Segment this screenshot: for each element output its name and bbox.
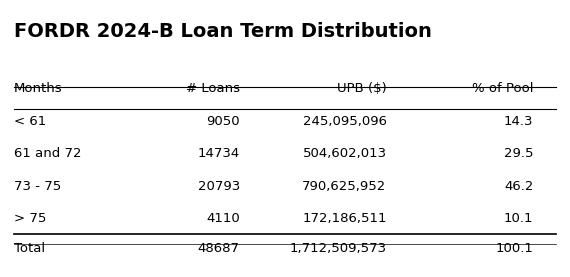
- Text: 1,712,509,573: 1,712,509,573: [290, 242, 386, 255]
- Text: # Loans: # Loans: [186, 82, 240, 95]
- Text: 245,095,096: 245,095,096: [303, 115, 386, 128]
- Text: > 75: > 75: [14, 212, 46, 225]
- Text: 172,186,511: 172,186,511: [302, 212, 386, 225]
- Text: 790,625,952: 790,625,952: [302, 180, 386, 193]
- Text: 29.5: 29.5: [504, 147, 534, 160]
- Text: % of Pool: % of Pool: [472, 82, 534, 95]
- Text: 46.2: 46.2: [504, 180, 534, 193]
- Text: Months: Months: [14, 82, 63, 95]
- Text: FORDR 2024-B Loan Term Distribution: FORDR 2024-B Loan Term Distribution: [14, 22, 432, 41]
- Text: 61 and 72: 61 and 72: [14, 147, 82, 160]
- Text: < 61: < 61: [14, 115, 46, 128]
- Text: Total: Total: [14, 242, 45, 255]
- Text: 10.1: 10.1: [504, 212, 534, 225]
- Text: 73 - 75: 73 - 75: [14, 180, 62, 193]
- Text: 20793: 20793: [198, 180, 240, 193]
- Text: 504,602,013: 504,602,013: [303, 147, 386, 160]
- Text: 48687: 48687: [198, 242, 240, 255]
- Text: 14.3: 14.3: [504, 115, 534, 128]
- Text: 4110: 4110: [206, 212, 240, 225]
- Text: UPB ($): UPB ($): [337, 82, 386, 95]
- Text: 100.1: 100.1: [495, 242, 534, 255]
- Text: 9050: 9050: [206, 115, 240, 128]
- Text: 14734: 14734: [198, 147, 240, 160]
